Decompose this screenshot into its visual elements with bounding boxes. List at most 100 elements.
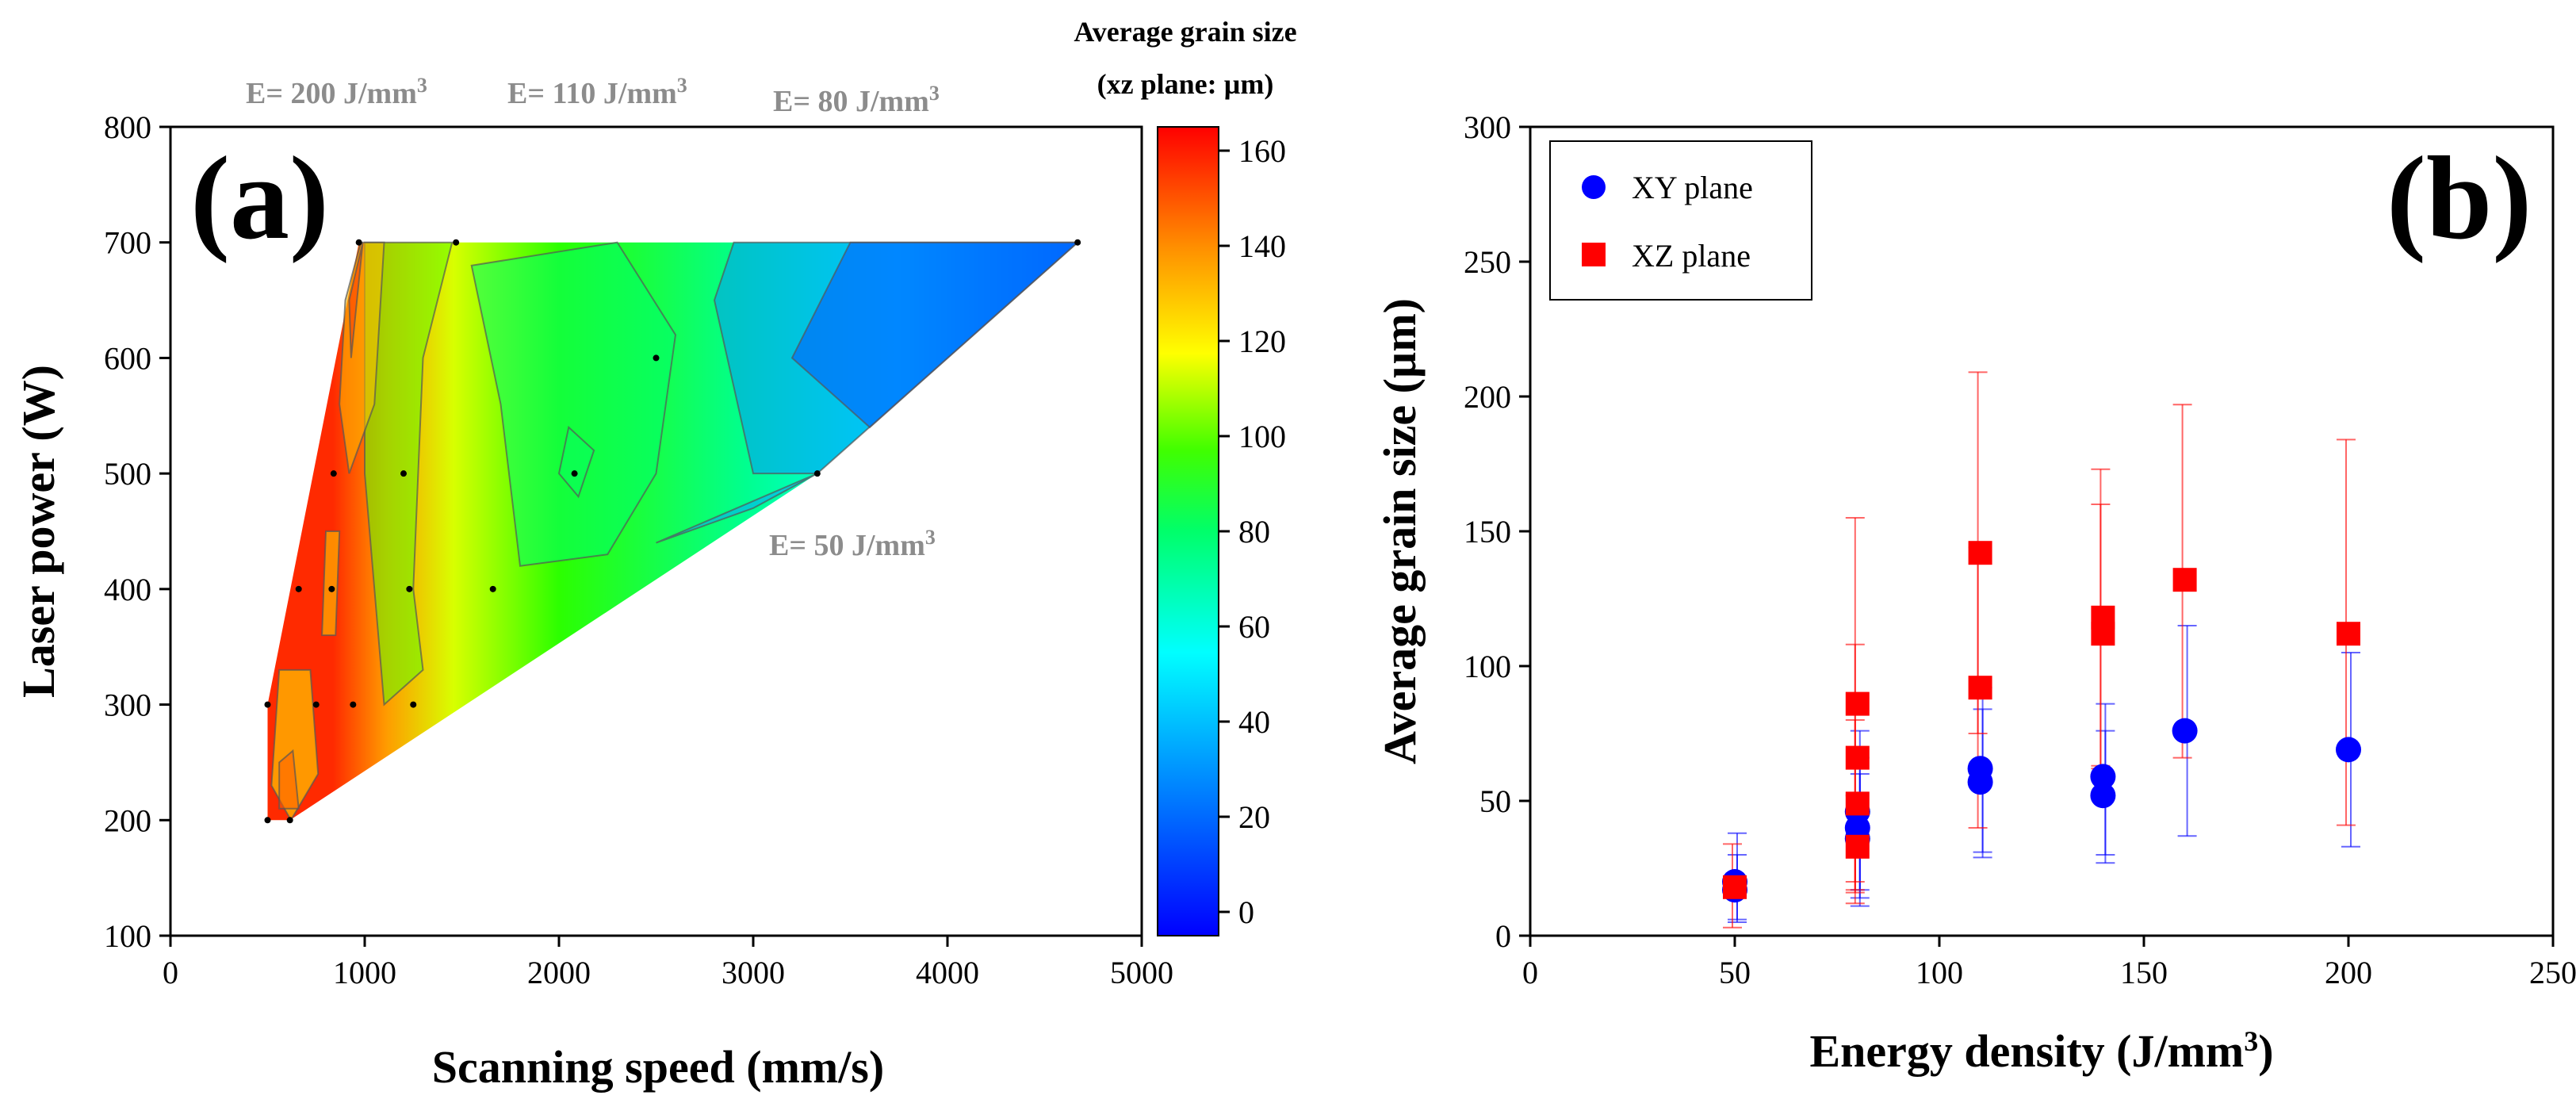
plot-frame-a [169, 125, 1143, 937]
measurement-point-6 [295, 585, 302, 592]
measurement-point-2 [264, 701, 271, 708]
y-axis-title-b: Average grain size (µm) [1374, 298, 1426, 764]
x-tick-label-b-4: 200 [2325, 955, 2372, 990]
legend-label-xy: XY plane [1632, 170, 1753, 205]
measurement-point-12 [571, 470, 578, 477]
x-tick-label-b-3: 150 [2120, 955, 2168, 990]
x-axis-title-b: Energy density (J/mm3) [1809, 1025, 2273, 1077]
xz-point-10 [2337, 622, 2360, 646]
measurement-point-0 [264, 817, 271, 824]
xy-point-7 [2090, 783, 2116, 809]
y-tick-label-b-6: 300 [1464, 109, 1511, 145]
colorbar-title-line2: (xz plane: µm) [1097, 68, 1274, 100]
colorbar-tick-label-2: 40 [1238, 704, 1270, 740]
energy-label-3: E= 50 J/mm3 [769, 526, 936, 563]
y-tick-label-b-1: 50 [1479, 783, 1511, 819]
legend-marker-xz [1582, 243, 1606, 266]
scatter-marks [1722, 541, 2361, 903]
legend-marker-xy [1582, 175, 1606, 199]
xz-point-2 [1845, 791, 1870, 816]
x-tick-label-b-2: 100 [1916, 955, 1963, 990]
y-axis-title-a: Laser power (W) [13, 365, 64, 698]
y-tick-label-a-4: 500 [104, 456, 151, 492]
xy-point-9 [2172, 718, 2198, 744]
x-axis-title-a: Scanning speed (mm/s) [432, 1041, 884, 1093]
measurement-point-17 [1074, 239, 1081, 246]
contour-region-4 [364, 241, 454, 707]
energy-label-1: E= 110 J/mm3 [507, 74, 687, 111]
colorbar-tick-label-3: 60 [1238, 609, 1270, 645]
y-tick-label-a-1: 200 [104, 802, 151, 838]
contour-region-7 [321, 530, 341, 637]
x-tick-label-a-3: 3000 [722, 955, 785, 990]
x-tick-label-a-0: 0 [163, 955, 178, 990]
panel-label-a: (a) [190, 132, 329, 264]
energy-density-labels: E= 200 J/mm3 E= 110 J/mm3 E= 80 J/mm3 E= 50… [246, 74, 940, 563]
axes-a: 0 1000 2000 3000 4000 5000 100 200 300 400 500 600 7… [104, 109, 1173, 990]
x-tick-label-b-5: 250 [2529, 955, 2576, 990]
contour-region-10 [557, 425, 595, 499]
measurement-point-1 [286, 817, 293, 824]
x-tick-label-a-5: 5000 [1110, 955, 1173, 990]
colorbar-title-line1: Average grain size [1074, 16, 1296, 48]
measurement-point-5 [410, 701, 417, 708]
y-tick-label-b-3: 150 [1464, 514, 1511, 550]
measurement-point-4 [350, 701, 357, 708]
x-tick-label-a-1: 1000 [333, 955, 396, 990]
energy-label-0: E= 200 J/mm3 [246, 74, 427, 111]
panel-a-contour: 0 1000 2000 3000 4000 50001002003004005006007… [13, 16, 1297, 1093]
y-tick-label-b-4: 200 [1464, 379, 1511, 415]
xy-point-10 [2336, 737, 2361, 763]
x-tick-label-b-1: 50 [1719, 955, 1751, 990]
y-tick-label-a-6: 700 [104, 225, 151, 261]
measurement-point-10 [330, 470, 337, 477]
xz-point-8 [2091, 605, 2115, 630]
colorbar-tick-label-0: 0 [1238, 894, 1254, 930]
colorbar-ticks: 0 20 40 60 80 100 120 140 160 [1219, 133, 1286, 930]
xy-point-6 [1967, 756, 1993, 782]
measurement-point-14 [653, 354, 660, 362]
y-tick-label-a-2: 300 [104, 687, 151, 723]
y-tick-label-a-3: 400 [104, 572, 151, 607]
legend: XY plane XZ plane [1549, 140, 1812, 301]
xz-point-1 [1845, 834, 1870, 859]
measurement-point-15 [355, 239, 362, 246]
contour-region-1 [790, 241, 1080, 429]
y-tick-label-a-0: 100 [104, 918, 151, 954]
legend-box [1549, 140, 1812, 301]
x-tick-label-a-4: 4000 [916, 955, 979, 990]
y-tick-label-b-0: 0 [1495, 918, 1511, 954]
y-tick-label-a-7: 800 [104, 109, 151, 145]
contour-region-8 [278, 749, 300, 810]
colorbar-tick-label-7: 140 [1238, 228, 1286, 264]
colorbar-gradient [1157, 126, 1219, 936]
colorbar-tick-label-4: 80 [1238, 514, 1270, 550]
measurement-point-3 [312, 701, 320, 708]
xz-point-4 [1845, 691, 1870, 716]
legend-label-xz: XZ plane [1632, 238, 1751, 274]
xz-point-3 [1845, 745, 1870, 770]
measurement-point-16 [453, 239, 460, 246]
xz-point-0 [1723, 875, 1747, 899]
measurement-point-11 [400, 470, 407, 477]
axes-b: 0 50 100 150 200 250 0 50 100 150 200 250 300 [1464, 109, 2576, 990]
xz-point-5 [1968, 676, 1992, 700]
measurement-point-7 [328, 585, 335, 592]
colorbar-tick-label-6: 120 [1238, 324, 1286, 359]
panel-label-b: (b) [2387, 132, 2532, 264]
colorbar-tick-label-1: 20 [1238, 799, 1270, 835]
y-tick-label-b-2: 100 [1464, 649, 1511, 684]
xz-point-6 [1968, 541, 1992, 565]
x-tick-label-a-2: 2000 [527, 955, 591, 990]
measurement-point-8 [406, 585, 413, 592]
x-tick-label-b-0: 0 [1522, 955, 1538, 990]
measurement-points [264, 239, 1081, 824]
colorbar: 0 20 40 60 80 100 120 140 160 Average grain size… [1074, 16, 1297, 936]
contour-region-3 [470, 241, 677, 567]
contour-blobs [270, 241, 1080, 822]
contour-region-2 [656, 473, 818, 544]
contour-region-9 [348, 242, 364, 358]
measurement-point-13 [813, 470, 821, 477]
measurement-point-9 [489, 585, 496, 592]
